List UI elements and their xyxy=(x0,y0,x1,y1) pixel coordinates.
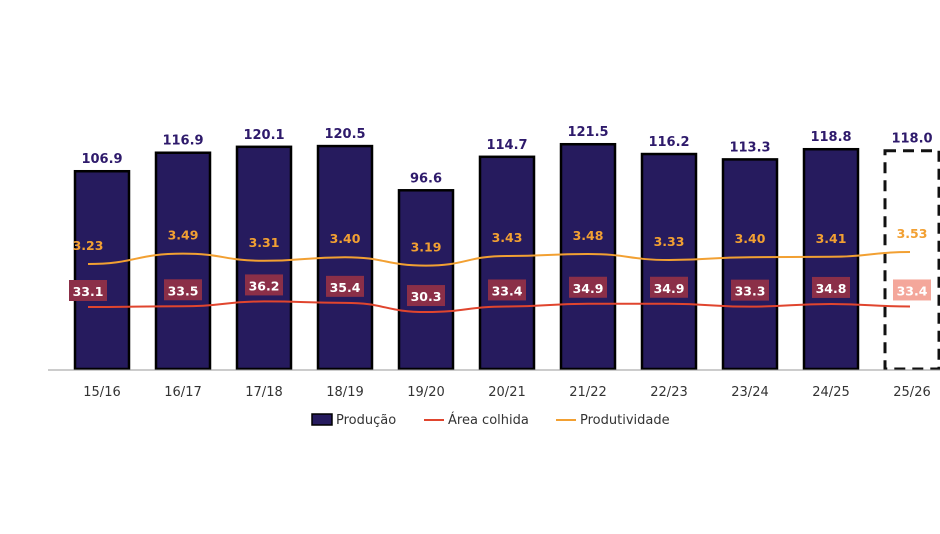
bar-value-label: 116.9 xyxy=(162,134,203,149)
productivity-value-label: 3.23 xyxy=(73,238,104,253)
bar-value-label: 113.3 xyxy=(729,140,770,155)
x-tick-label: 17/18 xyxy=(245,385,282,400)
area-value-label: 33.4 xyxy=(897,283,928,298)
bar-20/21 xyxy=(478,155,536,371)
area-value-label: 34.9 xyxy=(573,281,604,296)
bar-17/18 xyxy=(235,145,293,371)
bar-value-label: 120.5 xyxy=(324,127,365,142)
labels-layer: 106.9 116.9 120.1 120.5 96.6 114.7 121.5 116.2 1… xyxy=(69,125,933,307)
legend: Produção Área colhida Produtividade xyxy=(311,412,670,428)
bar-23/24 xyxy=(721,158,779,371)
area-value-label: 34.8 xyxy=(816,281,847,296)
productivity-value-label: 3.40 xyxy=(735,231,766,246)
bar-value-label: 114.7 xyxy=(486,138,527,153)
area-value-box xyxy=(893,279,931,301)
area-value-box xyxy=(488,279,526,301)
x-tick-label: 25/26 xyxy=(893,385,930,400)
area-value-label: 33.5 xyxy=(168,283,199,298)
productivity-value-label: 3.19 xyxy=(411,240,442,255)
x-tick-label: 16/17 xyxy=(164,385,201,400)
area-value-label: 35.4 xyxy=(330,280,361,295)
x-tick-label: 15/16 xyxy=(83,385,120,400)
x-axis: 15/16 16/17 17/18 18/19 19/20 20/21 21/22 22/23… xyxy=(48,369,940,400)
productivity-value-label: 3.49 xyxy=(168,228,199,243)
bar-value-label: 118.8 xyxy=(810,130,851,145)
x-tick-label: 24/25 xyxy=(812,385,849,400)
area-line xyxy=(87,300,911,314)
bar-19/20 xyxy=(397,189,455,371)
bar-value-label: 118.0 xyxy=(891,132,932,147)
bar-24/25 xyxy=(802,147,860,371)
bar-16/17 xyxy=(154,151,212,371)
productivity-value-label: 3.53 xyxy=(897,226,928,241)
legend-swatch-production xyxy=(311,413,333,426)
area-value-box xyxy=(69,280,107,301)
x-tick-label: 23/24 xyxy=(731,385,768,400)
bar-value-label: 116.2 xyxy=(648,135,689,150)
area-value-label: 33.3 xyxy=(735,284,766,299)
productivity-value-label: 3.48 xyxy=(573,228,604,243)
area-value-box xyxy=(164,279,202,301)
area-value-label: 36.2 xyxy=(249,278,280,293)
bar-25/26-projected xyxy=(883,149,940,371)
area-value-box xyxy=(245,274,283,296)
area-value-label: 33.4 xyxy=(492,283,523,298)
area-value-box xyxy=(569,276,607,298)
x-tick-label: 18/19 xyxy=(326,385,363,400)
bar-value-label: 120.1 xyxy=(243,128,284,143)
lines-layer xyxy=(87,251,911,314)
legend-label-productivity: Produtividade xyxy=(580,413,670,428)
area-value-label: 33.1 xyxy=(73,284,104,299)
bar-21/22 xyxy=(559,142,617,371)
bar-22/23 xyxy=(640,152,698,371)
x-tick-label: 19/20 xyxy=(407,385,444,400)
x-tick-label: 21/22 xyxy=(569,385,606,400)
bar-value-label: 96.6 xyxy=(410,171,442,186)
area-value-box xyxy=(731,279,769,301)
productivity-value-label: 3.31 xyxy=(249,235,280,250)
legend-label-production: Produção xyxy=(336,413,396,428)
area-value-box xyxy=(812,276,850,298)
area-value-label: 34.9 xyxy=(654,281,685,296)
x-tick-label: 20/21 xyxy=(488,385,525,400)
area-value-box xyxy=(326,275,364,297)
area-value-label: 30.3 xyxy=(411,289,442,304)
area-value-box xyxy=(407,285,445,307)
productivity-value-label: 3.40 xyxy=(330,231,361,246)
productivity-line xyxy=(87,251,911,267)
bar-value-label: 121.5 xyxy=(567,125,608,140)
productivity-value-label: 3.43 xyxy=(492,230,523,245)
bar-value-label: 106.9 xyxy=(81,152,122,167)
x-tick-label: 22/23 xyxy=(650,385,687,400)
area-value-box xyxy=(650,276,688,298)
productivity-value-label: 3.41 xyxy=(816,231,847,246)
productivity-value-label: 3.33 xyxy=(654,234,685,249)
bar-15/16 xyxy=(73,169,131,371)
legend-label-area: Área colhida xyxy=(448,412,529,428)
